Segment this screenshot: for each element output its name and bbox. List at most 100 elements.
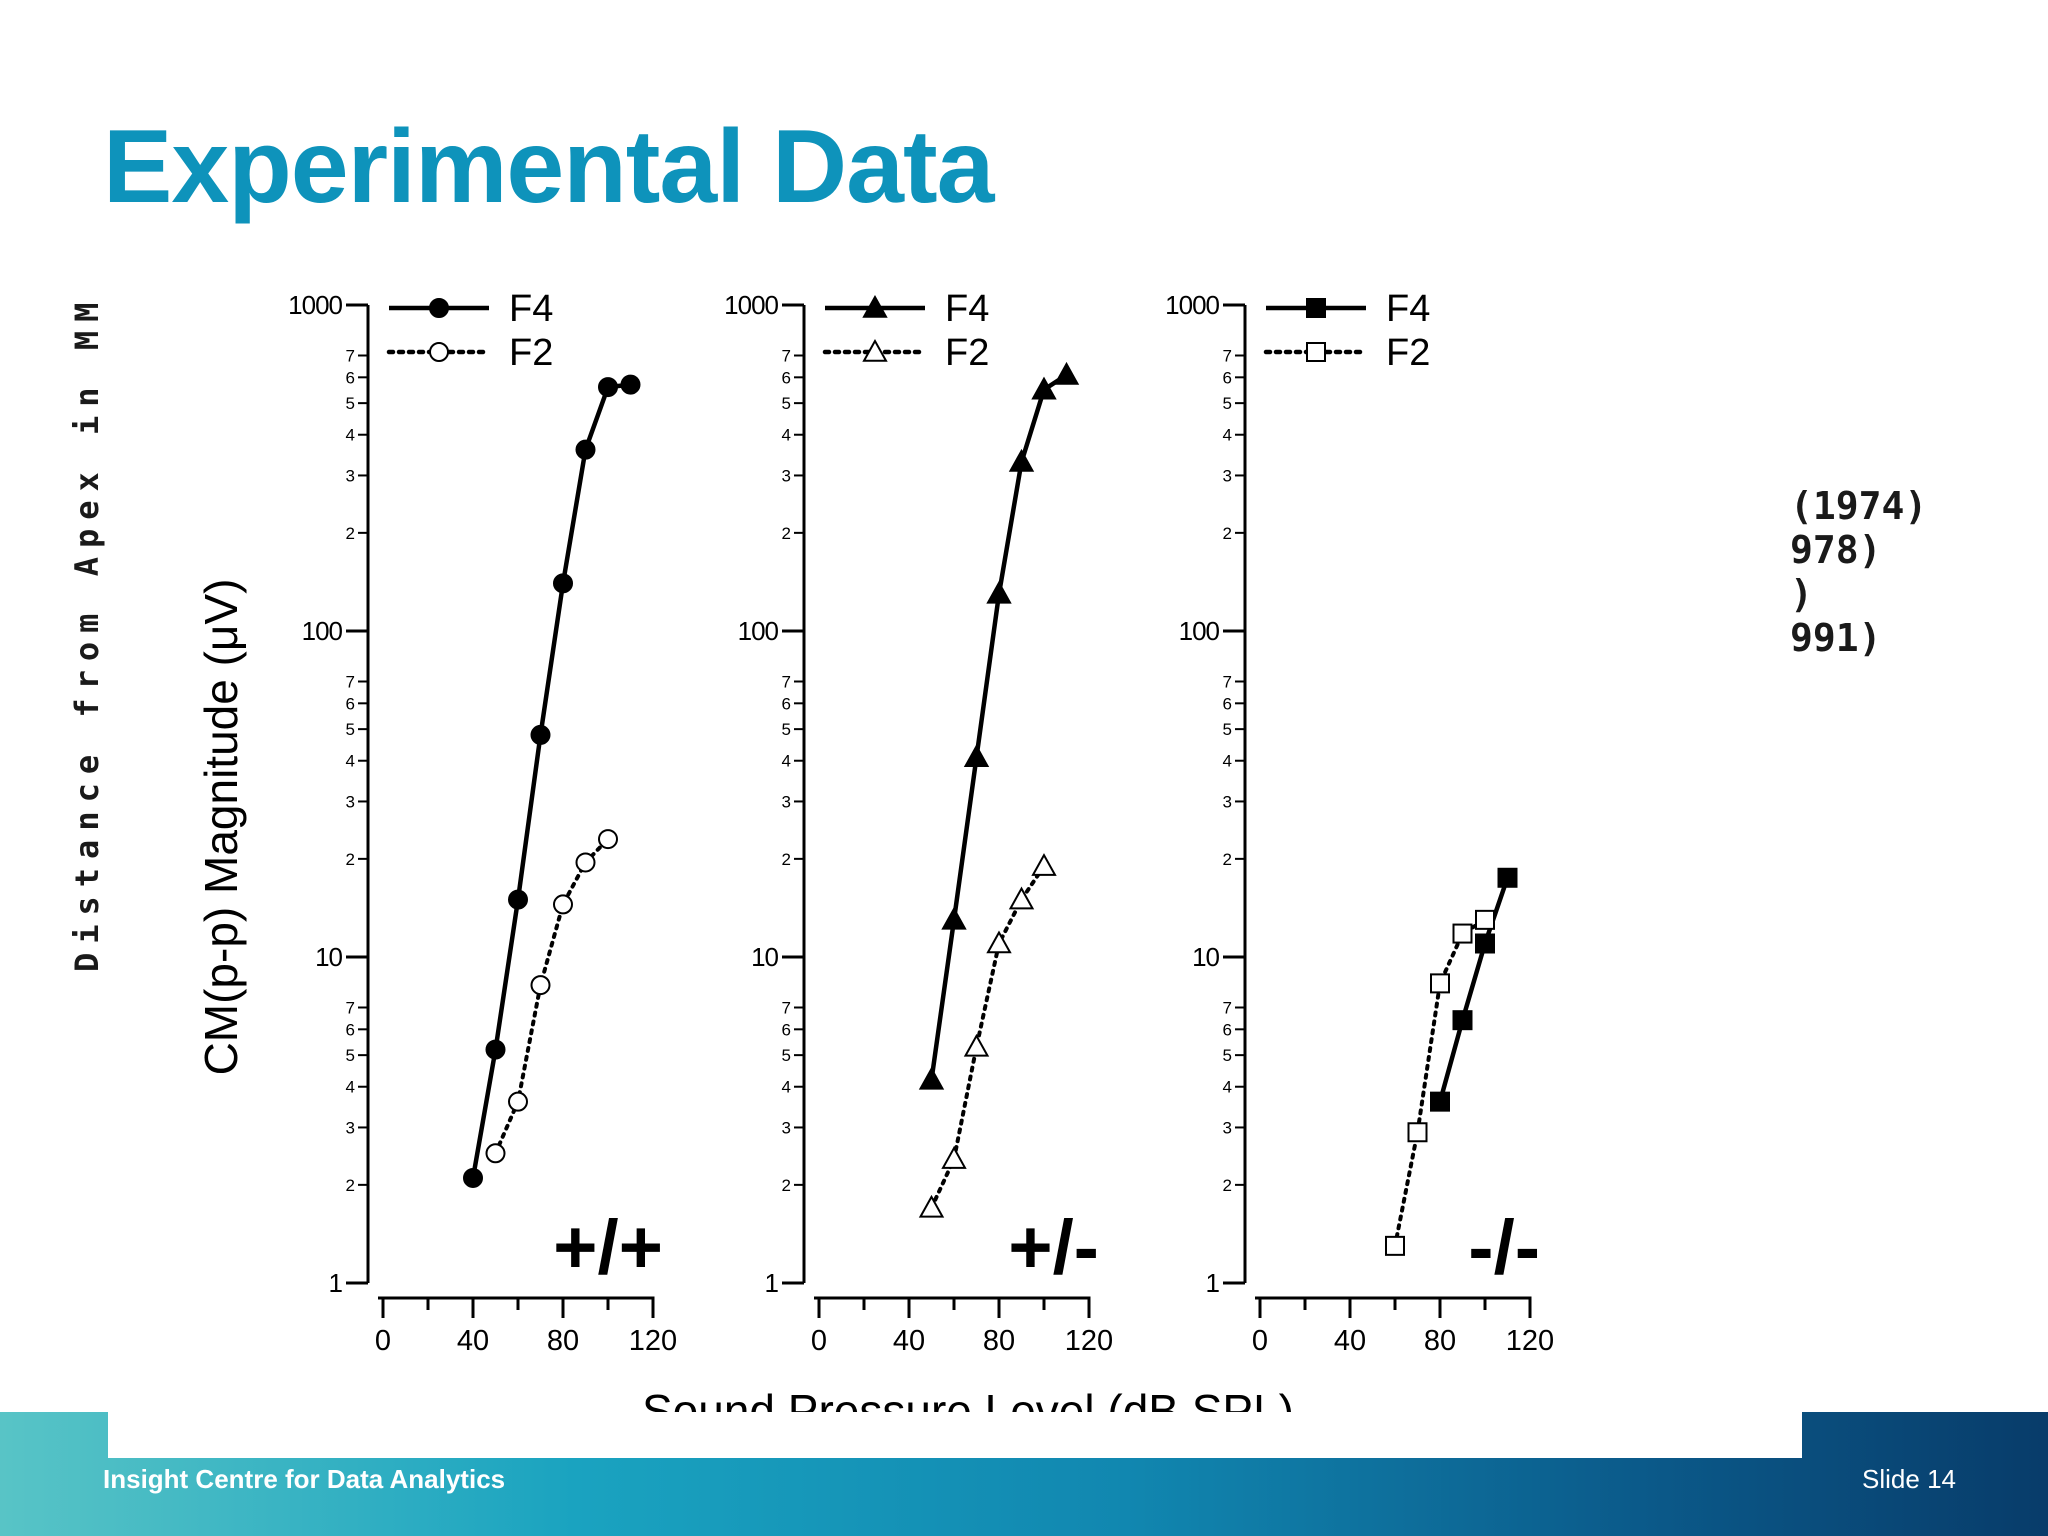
y-minor-tick-label: 6 [1223, 1020, 1232, 1039]
y-tick-label: 1000 [288, 290, 342, 320]
y-tick-label: 100 [738, 616, 779, 646]
legend-label-f2: F2 [945, 332, 989, 374]
y-minor-tick-label: 6 [346, 1020, 355, 1039]
x-tick-label: 0 [1252, 1325, 1268, 1357]
y-minor-tick-label: 7 [346, 998, 355, 1017]
y-minor-tick-label: 3 [782, 466, 791, 485]
data-point-f4 [1008, 448, 1035, 472]
y-minor-tick-label: 3 [1223, 1118, 1232, 1137]
y-minor-tick-label: 6 [782, 694, 791, 713]
data-point-f2 [1407, 1122, 1428, 1143]
data-point-f2 [918, 1194, 945, 1218]
data-point-f2 [1031, 853, 1057, 876]
y-minor-tick-label: 4 [346, 1078, 355, 1097]
y-minor-tick-label: 4 [1223, 752, 1232, 771]
y-minor-tick-label: 5 [782, 394, 791, 413]
y-minor-tick-label: 4 [782, 752, 791, 771]
data-point-f4 [1430, 1091, 1450, 1112]
data-point-f4 [530, 724, 551, 745]
y-tick-label: 1 [765, 1268, 779, 1298]
data-point-f4 [620, 374, 641, 395]
legend-label-f4: F4 [509, 288, 553, 330]
x-tick-label: 120 [1065, 1325, 1113, 1357]
reference-item: ) [1790, 572, 1813, 616]
y-minor-tick-label: 2 [782, 1176, 791, 1195]
y-minor-tick-label: 2 [346, 524, 355, 543]
y-minor-tick-label: 6 [1223, 694, 1232, 713]
x-tick-label: 120 [1506, 1325, 1554, 1357]
y-tick-label: 1 [329, 1268, 343, 1298]
y-tick-label: 10 [315, 942, 342, 972]
data-point-f4 [463, 1167, 483, 1188]
y-minor-tick-label: 4 [1223, 426, 1232, 445]
y-minor-tick-label: 4 [782, 1078, 791, 1097]
y-minor-tick-label: 7 [1223, 672, 1232, 691]
series-line-f4 [1437, 877, 1510, 1103]
y-minor-tick-label: 5 [346, 394, 355, 413]
data-point-f2 [1452, 923, 1473, 944]
data-point-f2 [508, 1091, 528, 1112]
slide-title: Experimental Data [103, 109, 994, 225]
y-minor-tick-label: 6 [782, 368, 791, 387]
legend-label-f2: F2 [509, 332, 553, 374]
data-point-f2 [941, 1145, 967, 1169]
y-tick-label: 10 [1192, 942, 1219, 972]
x-tick-label: 0 [375, 1325, 391, 1357]
legend-marker-f2 [862, 338, 888, 362]
y-minor-tick-label: 6 [782, 1020, 791, 1039]
data-point-f4 [986, 580, 1012, 604]
legend-marker-f2 [1306, 342, 1326, 362]
legend-marker-f4 [1306, 298, 1326, 318]
y-tick-label: 1000 [724, 290, 778, 320]
data-point-f4 [918, 1066, 945, 1090]
data-point-f2 [575, 852, 596, 873]
legend-label-f4: F4 [945, 288, 989, 330]
data-point-f4 [553, 573, 573, 594]
y-tick-label: 100 [302, 616, 343, 646]
y-minor-tick-label: 2 [1223, 850, 1232, 869]
x-tick-label: 80 [1424, 1325, 1456, 1357]
y-minor-tick-label: 4 [346, 426, 355, 445]
slide-number: Slide 14 [1862, 1464, 1956, 1494]
data-point-f4 [508, 889, 528, 910]
footer-organization: Insight Centre for Data Analytics [103, 1464, 506, 1494]
reference-list: (1974) 978) ) 991) [1790, 484, 1927, 660]
y-minor-tick-label: 3 [346, 1118, 355, 1137]
x-tick-label: 80 [547, 1325, 579, 1357]
data-point-f4 [1497, 867, 1518, 888]
y-minor-tick-label: 5 [346, 1046, 355, 1065]
y-minor-tick-label: 2 [346, 1176, 355, 1195]
y-minor-tick-label: 4 [782, 426, 791, 445]
legend-label-f2: F2 [1386, 332, 1430, 374]
x-tick-label: 120 [629, 1325, 677, 1357]
y-minor-tick-label: 7 [1223, 998, 1232, 1017]
data-point-f2 [963, 1033, 990, 1057]
y-minor-tick-label: 5 [1223, 394, 1232, 413]
data-point-f4 [1053, 361, 1080, 385]
y-minor-tick-label: 2 [1223, 524, 1232, 543]
y-minor-tick-label: 6 [1223, 368, 1232, 387]
data-point-f2 [1385, 1235, 1405, 1256]
data-point-f4 [485, 1039, 506, 1060]
y-tick-label: 1 [1206, 1268, 1220, 1298]
y-minor-tick-label: 3 [782, 1118, 791, 1137]
y-tick-label: 100 [1179, 616, 1220, 646]
y-minor-tick-label: 7 [346, 346, 355, 365]
y-minor-tick-label: 2 [346, 850, 355, 869]
x-tick-label: 80 [983, 1325, 1015, 1357]
panel-genotype-label: -/- [1468, 1205, 1540, 1290]
x-tick-label: 40 [893, 1325, 925, 1357]
data-point-f2 [986, 930, 1012, 954]
panel-genotype-label: +/- [1008, 1205, 1099, 1290]
series-line-f2 [1393, 917, 1487, 1248]
data-point-f4 [941, 906, 967, 930]
panel-genotype-label: +/+ [553, 1205, 663, 1290]
y-minor-tick-label: 5 [1223, 720, 1232, 739]
y-minor-tick-label: 5 [782, 1046, 791, 1065]
y-minor-tick-label: 3 [346, 466, 355, 485]
data-point-f2 [1475, 909, 1495, 930]
data-point-f2 [553, 894, 573, 915]
reference-item: (1974) [1790, 484, 1928, 528]
data-point-f4 [1452, 1010, 1473, 1031]
reference-item: 978) [1790, 528, 1882, 572]
